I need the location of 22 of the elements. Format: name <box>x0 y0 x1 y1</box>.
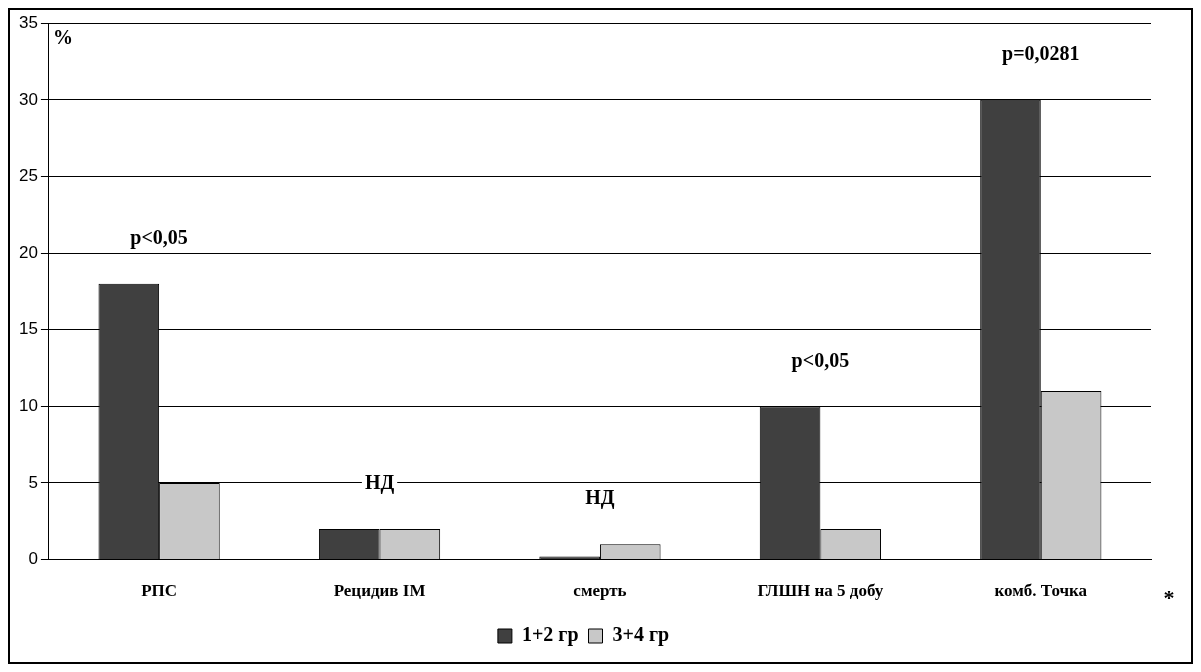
y-tick-label: 15 <box>18 319 38 339</box>
legend-label: 3+4 гр <box>612 623 670 647</box>
y-tick-label: 35 <box>18 12 38 32</box>
text: * <box>1163 585 1175 611</box>
y-tick-label: 0 <box>28 549 38 569</box>
y-tick-label: 30 <box>18 89 38 109</box>
y-axis-title: % <box>52 26 73 49</box>
annotation: p<0,05 <box>791 348 850 372</box>
annotation: p=0,0281 <box>1002 42 1080 65</box>
legend-label: 1+2 гр <box>521 623 579 647</box>
annotation: p<0,05 <box>130 225 188 249</box>
x-tick-label: смерть <box>573 581 627 601</box>
x-tick-label: ГЛШН на 5 добу <box>757 581 884 601</box>
x-tick-label: РПС <box>141 581 178 601</box>
x-tick-label: Рецидив ІМ <box>333 581 426 601</box>
y-tick-label: 10 <box>18 396 38 416</box>
y-tick-label: 25 <box>18 166 38 186</box>
y-tick-label: 20 <box>18 242 38 262</box>
x-tick-label: комб. Точка <box>994 581 1088 601</box>
y-tick-label: 5 <box>28 472 38 492</box>
annotation: НД <box>364 471 395 495</box>
annotation: НД <box>585 486 615 510</box>
